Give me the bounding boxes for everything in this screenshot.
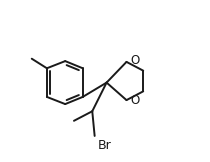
Text: Br: Br	[98, 139, 112, 152]
Text: O: O	[130, 94, 139, 107]
Text: O: O	[130, 54, 139, 67]
